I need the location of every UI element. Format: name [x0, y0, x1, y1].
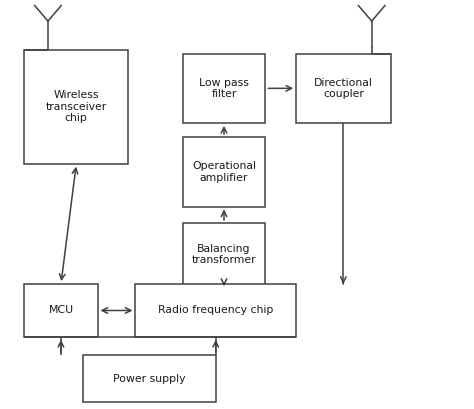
FancyBboxPatch shape [83, 355, 216, 402]
Text: Balancing
transformer: Balancing transformer [191, 244, 256, 265]
FancyBboxPatch shape [296, 54, 391, 123]
Text: Low pass
filter: Low pass filter [199, 78, 249, 99]
Text: Wireless
transceiver
chip: Wireless transceiver chip [46, 90, 107, 123]
Text: Directional
coupler: Directional coupler [314, 78, 373, 99]
Text: Power supply: Power supply [113, 374, 186, 384]
Text: Operational
amplifier: Operational amplifier [192, 161, 256, 183]
FancyBboxPatch shape [182, 54, 265, 123]
FancyBboxPatch shape [24, 284, 98, 337]
FancyBboxPatch shape [24, 49, 128, 164]
Text: Radio frequency chip: Radio frequency chip [158, 306, 273, 315]
FancyBboxPatch shape [182, 137, 265, 207]
FancyBboxPatch shape [182, 223, 265, 286]
FancyBboxPatch shape [136, 284, 296, 337]
Text: MCU: MCU [48, 306, 73, 315]
